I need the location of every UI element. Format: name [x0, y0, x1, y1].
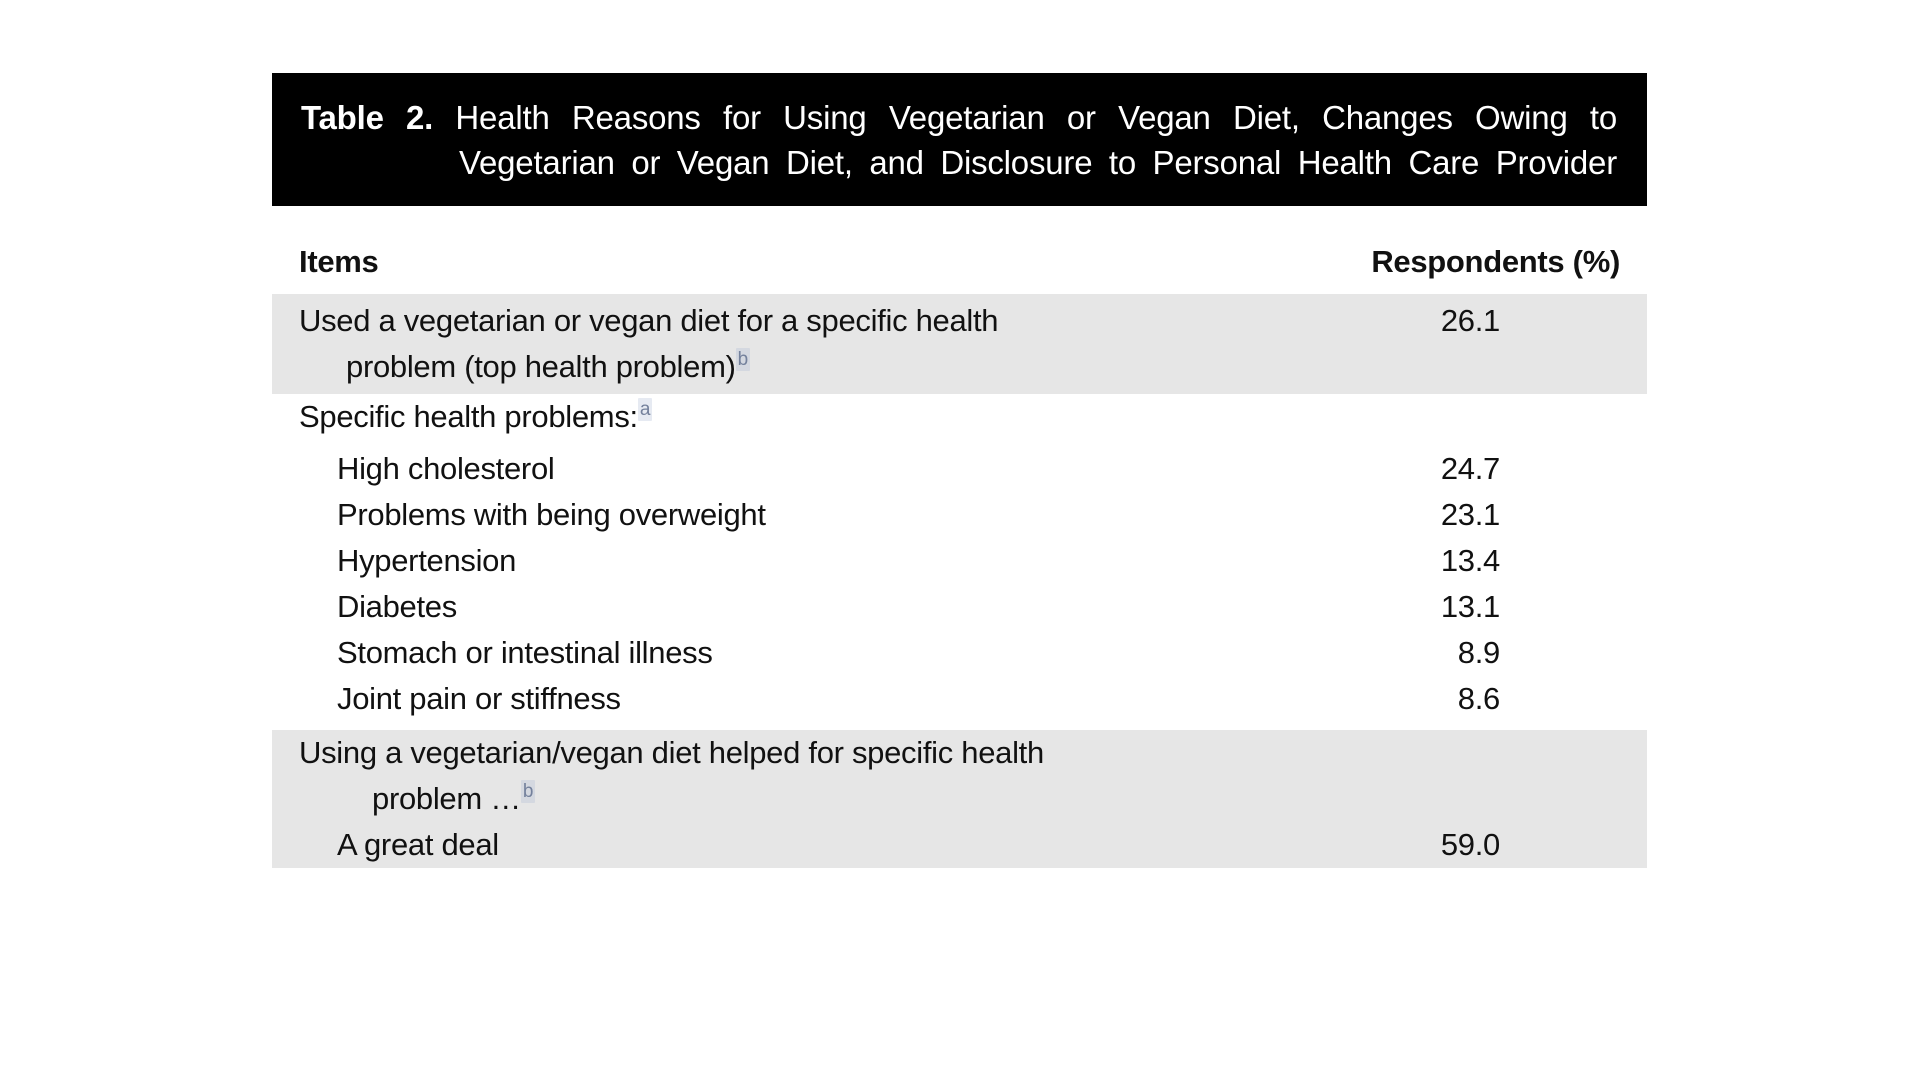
row-label: Problems with being overweight	[299, 492, 1280, 538]
table-row: Hypertension 13.4	[272, 538, 1647, 584]
row-line: Hypertension	[337, 543, 517, 578]
table-row: Using a vegetarian/vegan diet helped for…	[272, 730, 1647, 822]
row-value: 59.0	[1440, 827, 1500, 862]
row-line: Diabetes	[337, 589, 457, 624]
row-line: Using a vegetarian/vegan diet helped for…	[299, 735, 1044, 770]
table-row: High cholesterol 24.7	[272, 446, 1647, 492]
column-header-row: Items Respondents (%)	[272, 206, 1647, 294]
row-value: 13.1	[1440, 589, 1500, 624]
row-label: High cholesterol	[299, 446, 1280, 492]
row-line: Problems with being overweight	[337, 497, 766, 532]
row-line: Specific health problems: a	[299, 398, 653, 434]
row-label: Stomach or intestinal illness	[299, 630, 1280, 676]
footnote-marker: a	[637, 398, 653, 421]
row-label: Diabetes	[299, 584, 1280, 630]
table-row: Diabetes 13.1	[272, 584, 1647, 630]
table-row: Used a vegetarian or vegan diet for a sp…	[272, 294, 1647, 394]
row-label: A great deal	[299, 822, 1280, 868]
row-label: Used a vegetarian or vegan diet for a sp…	[299, 298, 1280, 390]
row-label: Joint pain or stiffness	[299, 676, 1280, 722]
table-row: Specific health problems: a	[272, 394, 1647, 440]
row-line: Stomach or intestinal illness	[337, 635, 713, 670]
footnote-marker: b	[520, 780, 536, 803]
table-title-bar: Table 2. Health Reasons for Using Vegeta…	[272, 73, 1647, 206]
row-value: 23.1	[1440, 497, 1500, 532]
table-row: Problems with being overweight 23.1	[272, 492, 1647, 538]
row-label: Using a vegetarian/vegan diet helped for…	[299, 730, 1280, 822]
table-title-line1-text: Health Reasons for Using Vegetarian or V…	[455, 99, 1617, 136]
row-line: Joint pain or stiffness	[337, 681, 621, 716]
column-header-items: Items	[299, 244, 379, 279]
row-value: 8.9	[1457, 635, 1501, 670]
column-header-respondents: Respondents (%)	[1371, 244, 1620, 279]
table-row: A great deal 59.0	[272, 822, 1647, 868]
footnote-marker: b	[735, 348, 750, 371]
row-line: A great deal	[337, 827, 499, 862]
table-number-label: Table 2.	[301, 99, 434, 136]
row-line: problem … b	[372, 780, 536, 816]
row-label: Hypertension	[299, 538, 1280, 584]
row-value: 13.4	[1440, 543, 1500, 578]
table-row: Stomach or intestinal illness 8.9	[272, 630, 1647, 676]
row-line: Used a vegetarian or vegan diet for a sp…	[299, 303, 999, 338]
row-label: Specific health problems: a	[299, 394, 1280, 440]
table-title-line2: Vegetarian or Vegan Diet, and Disclosure…	[459, 144, 1617, 181]
table-body: Used a vegetarian or vegan diet for a sp…	[272, 294, 1647, 868]
row-value: 8.6	[1457, 681, 1501, 716]
row-line: High cholesterol	[337, 451, 555, 486]
row-line: problem (top health problem) b	[346, 348, 750, 384]
table: Table 2. Health Reasons for Using Vegeta…	[272, 73, 1647, 868]
row-value: 24.7	[1440, 451, 1500, 486]
table-title-line1: Table 2. Health Reasons for Using Vegeta…	[301, 95, 1617, 140]
table-row: Joint pain or stiffness 8.6	[272, 676, 1647, 722]
row-value: 26.1	[1440, 303, 1500, 338]
